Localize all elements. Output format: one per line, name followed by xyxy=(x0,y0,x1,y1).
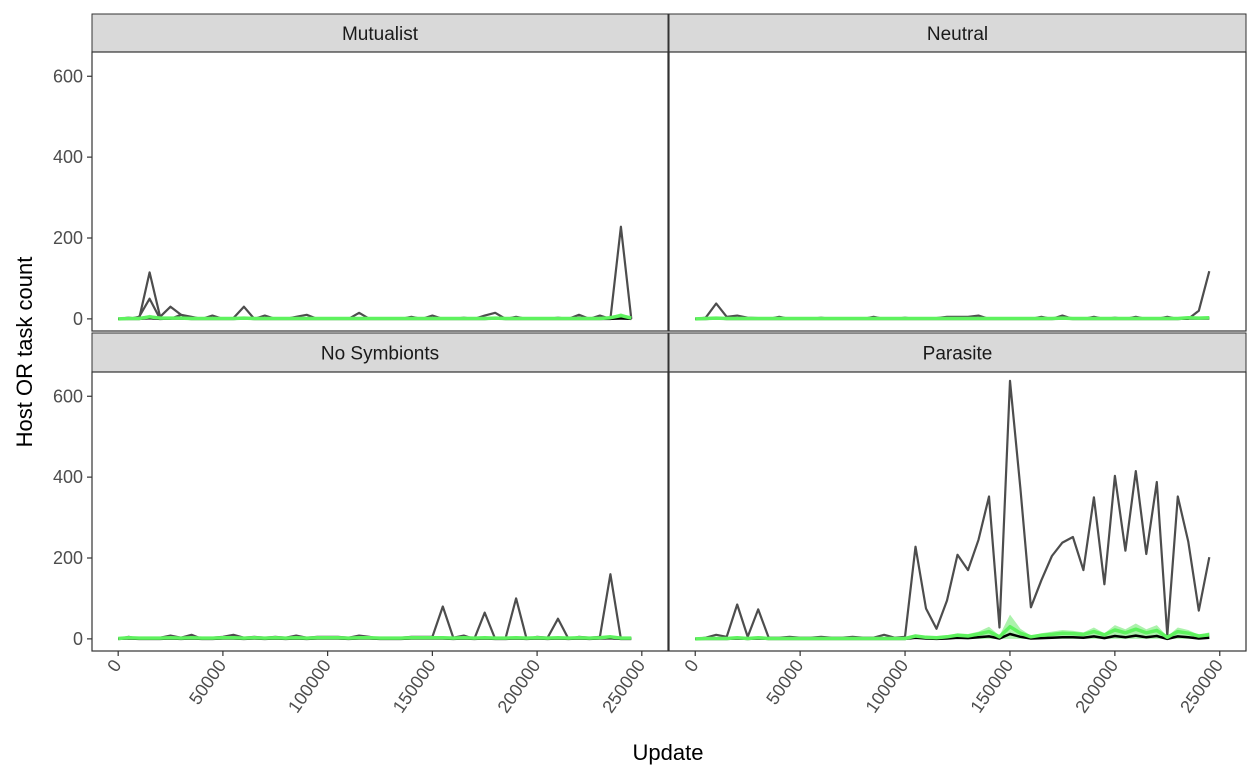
panel-neutral: Neutral xyxy=(669,14,1246,331)
plot-area xyxy=(669,52,1246,331)
x-tick-label: 0 xyxy=(103,656,125,676)
facet-title: Neutral xyxy=(927,24,988,45)
x-tick-label: 50000 xyxy=(185,656,230,708)
x-tick-label: 50000 xyxy=(762,656,807,708)
y-tick-label: 600 xyxy=(53,386,83,406)
x-tick-label: 250000 xyxy=(598,656,649,717)
y-tick-label: 0 xyxy=(73,629,83,649)
panels-layer: Mutualist 0 200 400 600 Neutral No Symbionts 0 2… xyxy=(53,14,1246,717)
x-tick-label: 0 xyxy=(680,656,702,676)
panel-no-symbionts: No Symbionts 0 200 400 600 0 50000 100000 150000… xyxy=(53,333,668,717)
y-tick-label: 0 xyxy=(73,309,83,329)
plot-area xyxy=(92,52,668,331)
x-tick-label: 200000 xyxy=(494,656,545,717)
median-line xyxy=(118,637,631,639)
x-tick-label: 100000 xyxy=(284,656,335,717)
x-tick-label: 100000 xyxy=(861,656,912,717)
facet-title: Parasite xyxy=(923,344,993,365)
panel-mutualist: Mutualist 0 200 400 600 xyxy=(53,14,668,331)
x-tick-label: 150000 xyxy=(389,656,440,717)
x-tick-label: 250000 xyxy=(1176,656,1227,717)
facet-title: Mutualist xyxy=(342,24,419,45)
y-tick-label: 600 xyxy=(53,66,83,86)
x-tick-label: 150000 xyxy=(966,656,1017,717)
y-tick-label: 200 xyxy=(53,228,83,248)
y-tick-label: 200 xyxy=(53,548,83,568)
x-tick-label: 200000 xyxy=(1071,656,1122,717)
y-tick-label: 400 xyxy=(53,467,83,487)
plot-area xyxy=(92,372,668,651)
y-axis-label: Host OR task count xyxy=(12,257,37,448)
panel-parasite: Parasite 0 50000 100000 150000 200000 250000 xyxy=(669,333,1246,717)
median-line xyxy=(695,318,1209,319)
y-tick-label: 400 xyxy=(53,147,83,167)
facet-title: No Symbionts xyxy=(321,344,439,365)
x-axis-label: Update xyxy=(633,740,704,765)
